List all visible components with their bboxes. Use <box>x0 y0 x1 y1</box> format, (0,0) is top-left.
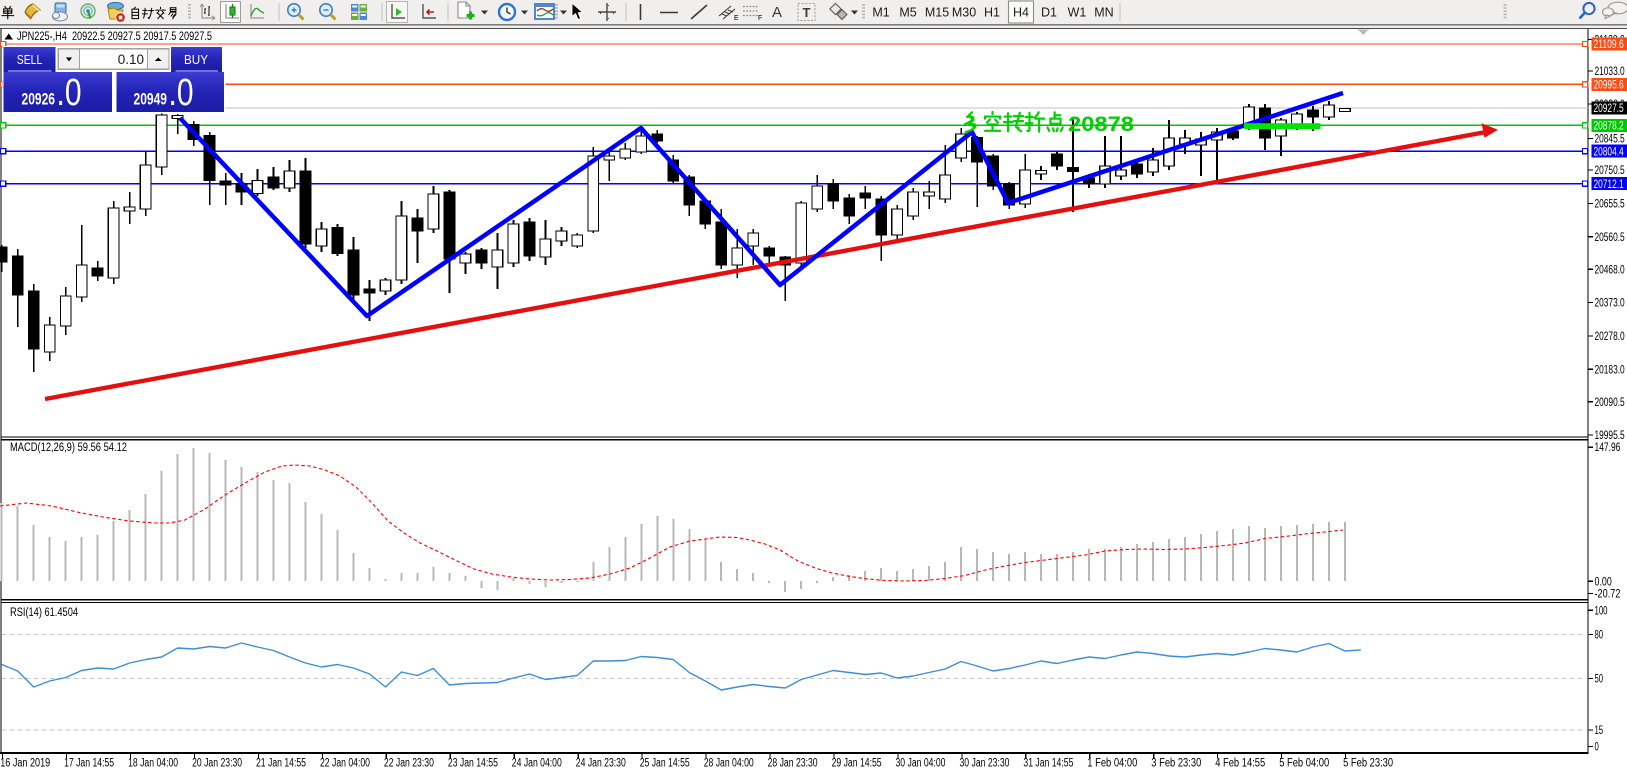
svg-text:24 Jan 04:00: 24 Jan 04:00 <box>512 758 562 770</box>
svg-text:20278.0: 20278.0 <box>1595 331 1625 343</box>
svg-text:M1: M1 <box>872 6 889 20</box>
svg-text:20 Jan 23:30: 20 Jan 23:30 <box>192 758 242 770</box>
svg-text:19995.5: 19995.5 <box>1595 430 1625 442</box>
svg-text:20926: 20926 <box>22 90 56 109</box>
svg-text:BUY: BUY <box>184 52 208 67</box>
svg-text:H4: H4 <box>1013 6 1029 20</box>
svg-text:1 Feb 04:00: 1 Feb 04:00 <box>1087 758 1137 770</box>
svg-text:.0: .0 <box>57 72 82 114</box>
svg-text:20560.5: 20560.5 <box>1595 232 1625 244</box>
svg-text:M15: M15 <box>925 6 949 20</box>
svg-text:20373.0: 20373.0 <box>1595 298 1625 310</box>
svg-text:22 Jan 04:00: 22 Jan 04:00 <box>320 758 370 770</box>
svg-text:22 Jan 23:30: 22 Jan 23:30 <box>384 758 434 770</box>
svg-text:20927.5: 20927.5 <box>1594 103 1624 115</box>
svg-text:.0: .0 <box>169 72 194 114</box>
svg-text:20804.4: 20804.4 <box>1594 146 1625 158</box>
svg-text:21109.6: 21109.6 <box>1594 39 1624 51</box>
svg-text:5 Feb 04:00: 5 Feb 04:00 <box>1279 758 1329 770</box>
svg-text:A: A <box>772 4 782 21</box>
svg-text:MACD(12,26,9) 59.56 54.12: MACD(12,26,9) 59.56 54.12 <box>10 442 127 454</box>
svg-text:147.96: 147.96 <box>1595 442 1621 454</box>
svg-text:SELL: SELL <box>17 52 43 67</box>
svg-text:3 Feb 23:30: 3 Feb 23:30 <box>1151 758 1201 770</box>
svg-text:20845.5: 20845.5 <box>1595 134 1625 146</box>
svg-text:28 Jan 23:30: 28 Jan 23:30 <box>768 758 818 770</box>
svg-text:20655.5: 20655.5 <box>1595 198 1625 210</box>
svg-text:20995.6: 20995.6 <box>1594 80 1624 92</box>
svg-text:RSI(14) 61.4504: RSI(14) 61.4504 <box>10 607 78 619</box>
svg-text:16 Jan 2019: 16 Jan 2019 <box>0 758 50 770</box>
svg-text:0.10: 0.10 <box>118 52 144 67</box>
svg-text:30 Jan 04:00: 30 Jan 04:00 <box>896 758 946 770</box>
svg-text:20712.1: 20712.1 <box>1594 179 1624 191</box>
svg-text:20878.2: 20878.2 <box>1594 121 1624 133</box>
svg-text:20090.5: 20090.5 <box>1595 397 1625 409</box>
svg-text:17 Jan 14:55: 17 Jan 14:55 <box>64 758 114 770</box>
svg-text:-20.72: -20.72 <box>1595 588 1621 600</box>
svg-text:0: 0 <box>1595 742 1599 754</box>
svg-text:20468.0: 20468.0 <box>1595 264 1625 276</box>
svg-text:15: 15 <box>1595 725 1604 737</box>
svg-text:20878: 20878 <box>1068 113 1134 136</box>
svg-text:0.00: 0.00 <box>1595 576 1612 588</box>
svg-text:80: 80 <box>1595 630 1604 642</box>
svg-text:20949: 20949 <box>134 90 168 109</box>
svg-text:29 Jan 14:55: 29 Jan 14:55 <box>832 758 882 770</box>
svg-text:23 Jan 14:55: 23 Jan 14:55 <box>448 758 498 770</box>
svg-text:MN: MN <box>1094 6 1113 20</box>
svg-text:28 Jan 04:00: 28 Jan 04:00 <box>704 758 754 770</box>
svg-text:D1: D1 <box>1041 6 1057 20</box>
svg-text:18 Jan 04:00: 18 Jan 04:00 <box>128 758 178 770</box>
svg-text:31 Jan 14:55: 31 Jan 14:55 <box>1023 758 1073 770</box>
svg-text:50: 50 <box>1595 673 1604 685</box>
svg-text:M5: M5 <box>899 6 916 20</box>
svg-text:4 Feb 14:55: 4 Feb 14:55 <box>1215 758 1265 770</box>
svg-text:25 Jan 14:55: 25 Jan 14:55 <box>640 758 690 770</box>
svg-text:F: F <box>758 15 762 22</box>
svg-text:5 Feb 23:30: 5 Feb 23:30 <box>1343 758 1393 770</box>
svg-text:21 Jan 14:55: 21 Jan 14:55 <box>256 758 306 770</box>
svg-text:30 Jan 23:30: 30 Jan 23:30 <box>960 758 1010 770</box>
svg-text:M30: M30 <box>952 6 976 20</box>
svg-text:T: T <box>803 5 811 20</box>
svg-text:W1: W1 <box>1068 6 1087 20</box>
svg-text:24 Jan 23:30: 24 Jan 23:30 <box>576 758 626 770</box>
svg-text:E: E <box>734 15 739 22</box>
svg-text:21033.0: 21033.0 <box>1595 66 1625 78</box>
svg-text:100: 100 <box>1595 605 1608 617</box>
svg-text:20750.5: 20750.5 <box>1595 165 1625 177</box>
svg-text:H1: H1 <box>984 6 1000 20</box>
svg-text:20183.0: 20183.0 <box>1595 364 1625 376</box>
svg-text:JPN225-,H4 20922.5 20927.5 20: JPN225-,H4 20922.5 20927.5 20917.5 20927… <box>17 31 212 43</box>
